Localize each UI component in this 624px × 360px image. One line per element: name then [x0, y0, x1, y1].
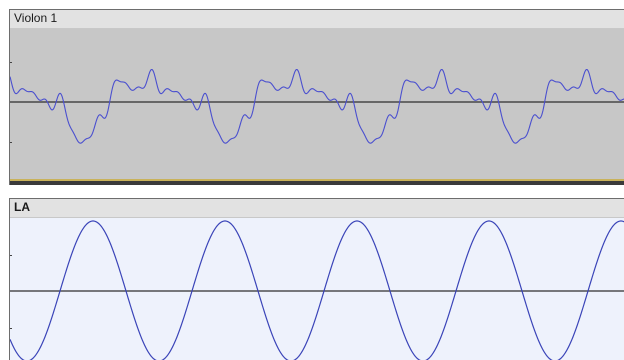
- track-name: Violon 1: [14, 11, 58, 25]
- track-margin: [0, 198, 9, 360]
- scale-tick: [10, 142, 12, 143]
- waveform-area[interactable]: [10, 29, 624, 179]
- waveform-line: [10, 68, 624, 144]
- waveform-la: [10, 220, 624, 360]
- waveform-line: [10, 220, 624, 360]
- track-frame: Violon 1: [9, 9, 624, 185]
- audio-track-violon-1[interactable]: Violon 1: [0, 9, 624, 185]
- track-margin: [0, 9, 9, 185]
- waveform-area[interactable]: [10, 218, 624, 360]
- track-name: LA: [14, 200, 30, 214]
- scale-tick: [10, 328, 12, 329]
- track-header[interactable]: Violon 1: [10, 10, 624, 29]
- scale-tick: [10, 255, 12, 256]
- track-selection-bar: [10, 179, 624, 185]
- track-header[interactable]: LA: [10, 199, 624, 218]
- track-frame: LA: [9, 198, 624, 360]
- audio-track-la[interactable]: LA: [0, 198, 624, 360]
- waveform-violon: [10, 68, 624, 144]
- scale-tick: [10, 62, 12, 63]
